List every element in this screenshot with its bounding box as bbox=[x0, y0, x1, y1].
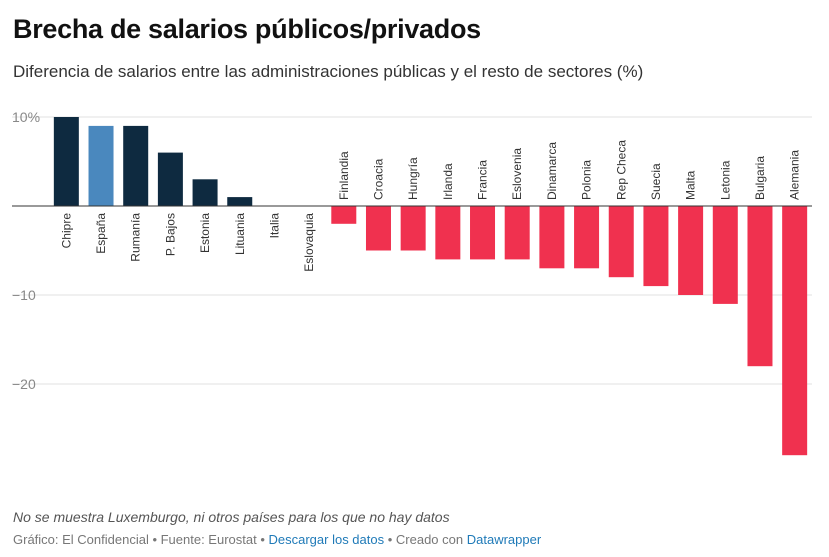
category-label: Alemania bbox=[788, 150, 802, 200]
bar bbox=[678, 206, 704, 295]
bar bbox=[504, 206, 530, 260]
bar bbox=[400, 206, 426, 251]
bar bbox=[574, 206, 600, 269]
category-label: España bbox=[94, 213, 108, 254]
bar bbox=[53, 117, 79, 206]
chart-subtitle: Diferencia de salarios entre las adminis… bbox=[13, 62, 644, 81]
bar bbox=[470, 206, 496, 260]
bar bbox=[157, 152, 183, 206]
chart-footer: Gráfico: El Confidencial • Fuente: Euros… bbox=[13, 532, 541, 547]
bar bbox=[88, 125, 114, 206]
bar bbox=[712, 206, 738, 304]
category-label: P. Bajos bbox=[163, 213, 177, 256]
category-label: Lituania bbox=[233, 213, 247, 255]
category-label: Dinamarca bbox=[545, 142, 559, 200]
category-label: Eslovenia bbox=[510, 148, 524, 200]
bar bbox=[435, 206, 461, 260]
chart-note: No se muestra Luxemburgo, ni otros paíse… bbox=[13, 509, 450, 525]
category-label: Polonia bbox=[580, 160, 594, 200]
bar bbox=[747, 206, 773, 367]
category-label: Rumanía bbox=[129, 213, 143, 262]
category-label: Malta bbox=[684, 170, 698, 200]
bar bbox=[192, 179, 218, 206]
datawrapper-link[interactable]: Datawrapper bbox=[466, 532, 542, 547]
category-label: Chipre bbox=[59, 213, 73, 249]
category-label: Finlandia bbox=[337, 151, 351, 200]
bar-chart: 10% −10 −20 Chipre España Rumanía P. Bajos Est… bbox=[12, 109, 812, 456]
category-label: Letonia bbox=[718, 160, 732, 200]
bar bbox=[539, 206, 565, 269]
category-label: Irlanda bbox=[441, 163, 455, 200]
bar bbox=[365, 206, 391, 251]
category-label: Hungría bbox=[406, 157, 420, 200]
bar bbox=[227, 197, 253, 206]
bar bbox=[123, 125, 149, 206]
download-data-link[interactable]: Descargar los datos bbox=[268, 532, 385, 547]
y-tick-label: 10% bbox=[12, 109, 40, 125]
category-label: Francia bbox=[476, 160, 490, 200]
y-tick-label: −20 bbox=[12, 376, 36, 392]
category-label: Suecia bbox=[649, 163, 663, 200]
bars bbox=[53, 117, 808, 456]
gridlines: 10% −10 −20 bbox=[12, 109, 812, 392]
category-label: Eslovaquia bbox=[302, 213, 316, 272]
category-label: Italia bbox=[267, 213, 281, 239]
footer-created-with: • Creado con bbox=[384, 532, 467, 547]
category-labels: Chipre España Rumanía P. Bajos Estonia Lituan… bbox=[59, 140, 801, 272]
category-label: Rep Checa bbox=[614, 140, 628, 200]
y-tick-label: −10 bbox=[12, 287, 36, 303]
bar bbox=[608, 206, 634, 278]
bar bbox=[331, 206, 357, 224]
chart-title: Brecha de salarios públicos/privados bbox=[13, 14, 481, 44]
category-label: Croacia bbox=[371, 158, 385, 200]
bar bbox=[782, 206, 808, 456]
category-label: Estonia bbox=[198, 213, 212, 253]
footer-source: Gráfico: El Confidencial • Fuente: Euros… bbox=[13, 532, 269, 547]
bar bbox=[643, 206, 669, 287]
category-label: Bulgaria bbox=[753, 156, 767, 200]
